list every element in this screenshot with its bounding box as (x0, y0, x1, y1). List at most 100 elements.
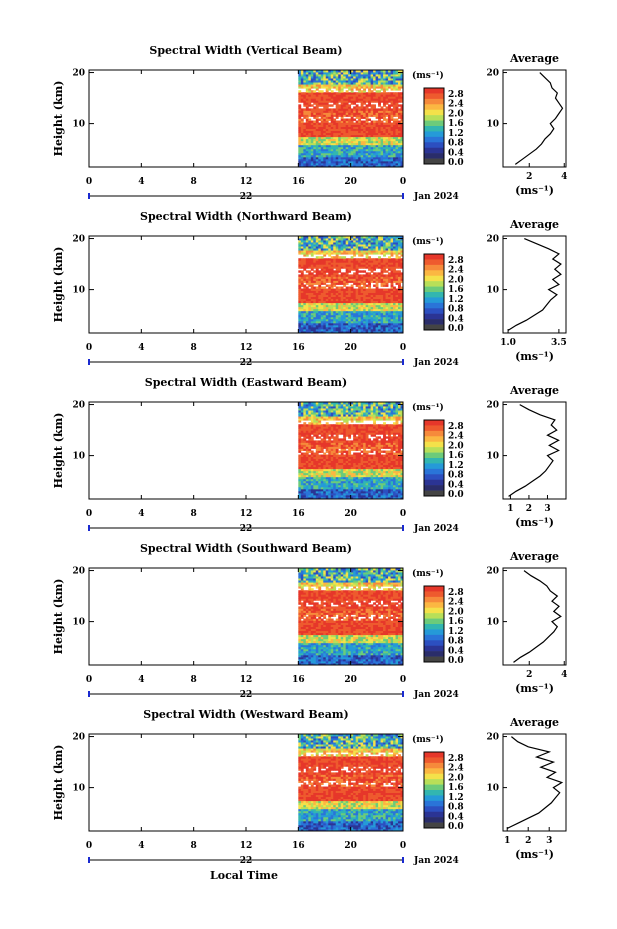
heatmap-cell (300, 134, 304, 138)
heatmap-cell (325, 454, 329, 457)
heatmap-cell (358, 326, 362, 330)
heatmap-cell (360, 84, 364, 87)
heatmap-cell (368, 322, 371, 326)
heatmap-cell (363, 308, 367, 312)
heatmap-cell (323, 324, 327, 328)
heatmap-cell (368, 290, 371, 293)
heatmap-cell (390, 284, 394, 287)
heatmap-cell (368, 136, 371, 140)
heatmap-cell (365, 288, 369, 291)
heatmap-cell (385, 278, 389, 281)
heatmap-cell (315, 114, 319, 117)
heatmap-cell (350, 264, 354, 267)
heatmap-cell (348, 130, 352, 134)
heatmap-cell (308, 486, 312, 490)
heatmap-cell (353, 248, 357, 251)
heatmap-cell (378, 78, 381, 81)
heatmap-cell (363, 136, 367, 140)
heatmap-cell (383, 92, 386, 95)
heatmap-cell (400, 254, 404, 257)
heatmap-cell (343, 158, 347, 162)
heatmap-cell (328, 150, 332, 154)
heatmap-cell (345, 136, 349, 140)
heatmap-cell (323, 264, 327, 267)
heatmap-cell (398, 274, 401, 277)
heatmap-cell (333, 320, 337, 324)
heatmap-cell (350, 326, 354, 330)
heatmap-cell (298, 278, 302, 281)
heatmap-cell (368, 252, 371, 255)
colorbar-swatch (424, 319, 444, 325)
heatmap-cell (395, 470, 399, 474)
heatmap-cell (330, 126, 334, 129)
colorbar-tick-label: 0.8 (448, 139, 464, 149)
heatmap-cell (310, 146, 314, 150)
heatmap-cell (375, 480, 379, 484)
heatmap-cell (365, 492, 369, 496)
heatmap-cell (353, 80, 357, 83)
heatmap-cell (345, 464, 349, 468)
heatmap-cell (388, 120, 391, 123)
heatmap-cell (313, 314, 317, 318)
heatmap-cell (325, 450, 329, 453)
heatmap-cell (303, 70, 307, 73)
heatmap-cell (398, 104, 401, 107)
heatmap-cell (370, 320, 374, 324)
heatmap-cell (375, 96, 379, 99)
day-label: 22 (240, 358, 253, 368)
heatmap-cell (338, 138, 342, 142)
heatmap-cell (318, 484, 322, 488)
heatmap-cell (360, 446, 364, 449)
heatmap-cell (353, 142, 357, 146)
heatmap-cell (393, 78, 396, 81)
heatmap-cell (370, 110, 374, 113)
heatmap-cell (330, 122, 334, 125)
heatmap-cell (340, 476, 344, 480)
heatmap-cell (320, 496, 324, 500)
heatmap-cell (395, 290, 399, 293)
heatmap-cell (370, 448, 374, 451)
heatmap-cell (333, 448, 337, 451)
heatmap-cell (383, 260, 386, 263)
heatmap-cell (400, 142, 404, 146)
heatmap-cell (348, 260, 352, 263)
heatmap-cell (320, 248, 324, 251)
heatmap-cell (308, 120, 312, 123)
heatmap-cell (315, 464, 319, 468)
heatmap-cell (395, 142, 399, 146)
heatmap-cell (358, 444, 362, 447)
heatmap-cell (355, 78, 359, 81)
heatmap-cell (400, 460, 404, 464)
heatmap-cell (298, 292, 302, 295)
heatmap-cell (353, 164, 357, 168)
heatmap-cell (383, 470, 386, 474)
heatmap-cell (375, 458, 379, 461)
heatmap-cell (343, 84, 347, 87)
heatmap-cell (378, 280, 381, 283)
heatmap-cell (343, 316, 347, 320)
heatmap-cell (303, 496, 307, 500)
heatmap-cell (383, 104, 386, 107)
heatmap-cell (385, 452, 389, 455)
heatmap-cell (315, 82, 319, 85)
heatmap-cell (330, 110, 334, 113)
heatmap-cell (323, 276, 327, 279)
heatmap-cell (345, 164, 349, 168)
panel-title: Spectral Width (Northward Beam) (140, 210, 352, 223)
heatmap-cell (353, 458, 357, 461)
heatmap-cell (310, 492, 314, 496)
heatmap-cell (333, 144, 337, 148)
heatmap-cell (380, 310, 384, 314)
heatmap-cell (335, 282, 339, 285)
heatmap-cell (375, 286, 379, 289)
heatmap-cell (310, 94, 314, 97)
heatmap-cell (375, 258, 379, 261)
heatmap-cell (315, 278, 319, 281)
heatmap-cell (320, 142, 324, 146)
heatmap-cell (303, 72, 307, 75)
heatmap-cell (328, 284, 332, 287)
heatmap-cell (340, 260, 344, 263)
heatmap-cell (315, 238, 319, 241)
heatmap-cell (370, 486, 374, 490)
heatmap-cell (355, 80, 359, 83)
